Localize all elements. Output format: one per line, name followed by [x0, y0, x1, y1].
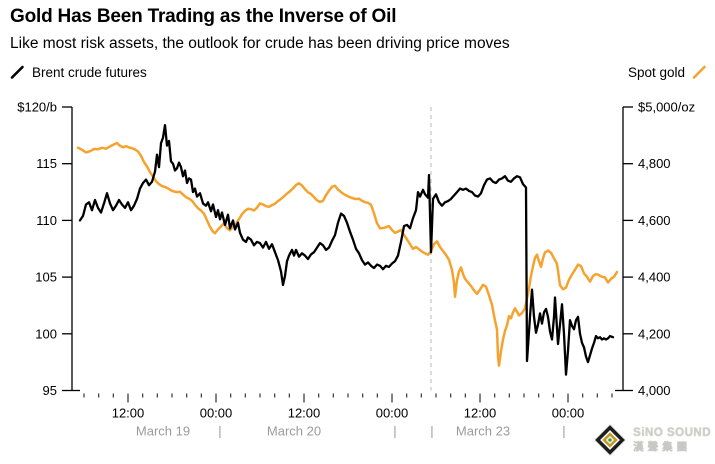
svg-text:4,200: 4,200 — [638, 326, 671, 341]
svg-text:March 23: March 23 — [456, 424, 510, 439]
legend-gold-label: Spot gold — [627, 65, 685, 80]
brent-line-icon — [10, 65, 24, 79]
logo-cn-text: 漢聲集團 — [633, 440, 692, 453]
svg-text:12:00: 12:00 — [464, 406, 497, 421]
page-title: Gold Has Been Trading as the Inverse of … — [10, 6, 397, 27]
series-line-brent-crude-futures — [78, 123, 615, 376]
svg-text:12:00: 12:00 — [112, 406, 145, 421]
legend-brent: Brent crude futures — [10, 65, 147, 80]
sino-sound-diamond-icon — [594, 424, 626, 456]
svg-text:95: 95 — [43, 383, 57, 398]
svg-text:4,800: 4,800 — [638, 156, 671, 171]
svg-text:110: 110 — [36, 213, 57, 228]
sino-sound-logo: SiNO SOUND 漢聲集團 — [594, 424, 711, 456]
svg-text:|: | — [430, 424, 433, 439]
svg-text:4,000: 4,000 — [638, 383, 671, 398]
svg-text:March 20: March 20 — [267, 424, 321, 439]
page-subtitle: Like most risk assets, the outlook for c… — [10, 35, 510, 52]
left-axis: $120/b 115 110 105 100 95 — [17, 100, 80, 398]
svg-text:00:00: 00:00 — [552, 406, 585, 421]
gold-line-icon — [692, 65, 706, 79]
legend-brent-label: Brent crude futures — [32, 65, 147, 80]
svg-text:|: | — [218, 424, 221, 439]
svg-text:100: 100 — [35, 326, 57, 341]
svg-text:March 19: March 19 — [136, 424, 190, 439]
svg-text:4,600: 4,600 — [638, 213, 671, 228]
svg-text:00:00: 00:00 — [200, 406, 233, 421]
x-axis: 12:00 00:00 12:00 00:00 12:00 00:00 March 19 | M… — [83, 393, 613, 439]
svg-text:105: 105 — [35, 270, 57, 285]
svg-text:|: | — [562, 424, 565, 439]
svg-text:00:00: 00:00 — [376, 406, 409, 421]
svg-text:$5,000/oz: $5,000/oz — [638, 100, 695, 115]
svg-text:115: 115 — [36, 156, 57, 171]
series-line-spot-gold — [76, 141, 619, 367]
right-axis: $5,000/oz 4,800 4,600 4,400 4,200 4,000 — [615, 100, 695, 398]
svg-text:|: | — [393, 424, 396, 439]
svg-text:12:00: 12:00 — [288, 406, 321, 421]
svg-text:4,400: 4,400 — [638, 270, 671, 285]
logo-brand-text: SiNO SOUND — [633, 427, 711, 440]
legend-gold: Spot gold — [628, 65, 707, 80]
svg-text:$120/b: $120/b — [17, 100, 57, 115]
